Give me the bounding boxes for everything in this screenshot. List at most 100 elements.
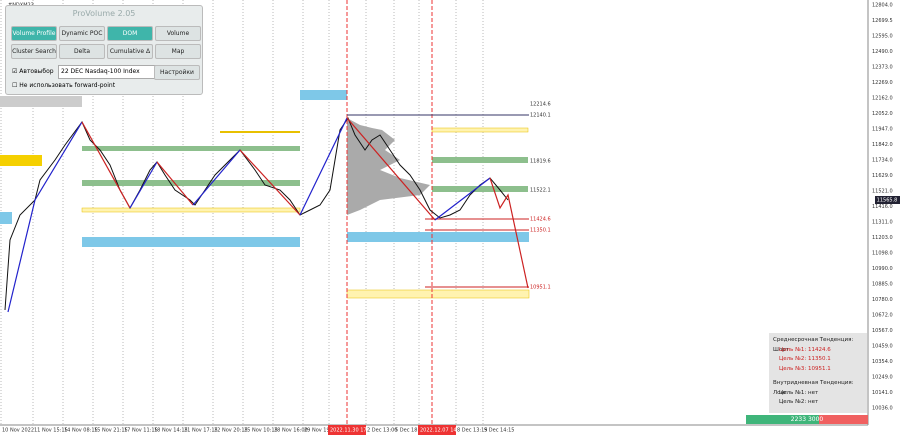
time-label: 2022.11.30 17:00 (330, 428, 375, 434)
label: 22 DEC Nasdaq-100 Index (61, 68, 140, 75)
zone (82, 180, 300, 186)
info-line: Цель №1: нет (779, 389, 819, 396)
price-label: 11521.0 (872, 189, 893, 195)
price-label: 11734.0 (872, 158, 893, 164)
panel-button[interactable]: Volume (155, 26, 201, 41)
info-box: Среднесрочная Тенденция: Шорт Цель №1: 11… (769, 333, 867, 413)
time-label: 15 Nov 21:15 (94, 428, 128, 434)
price-label: 10885.0 (872, 282, 893, 288)
panel-button[interactable]: Cluster Search (11, 44, 57, 59)
zone (0, 155, 42, 166)
time-label: 29 Nov 19:00 (304, 428, 338, 434)
info-line: Цель №2: нет (779, 399, 819, 405)
zone (220, 131, 300, 133)
level-label: 11350.1 (530, 228, 551, 234)
price-label: 10459.0 (872, 344, 893, 350)
price-label: 11311.0 (872, 220, 893, 226)
panel-button[interactable]: Dynamic POC (59, 26, 105, 41)
time-highlight (418, 425, 456, 435)
time-label: 8 Dec 13:15 (457, 428, 487, 434)
price-label: 12595.0 (872, 34, 893, 40)
panel-button[interactable]: Map (155, 44, 201, 59)
price-label: 10780.0 (872, 297, 893, 303)
panel-button[interactable]: Delta (59, 44, 105, 59)
panel-button[interactable]: Cumulative Δ (107, 44, 153, 59)
info-line: Цель №3: 10951.1 (779, 365, 831, 372)
info-line: Цель №2: 11350.1 (779, 356, 831, 362)
time-label: 17 Nov 11:15 (124, 428, 158, 434)
time-label: 9 Dec 14:15 (484, 428, 514, 434)
price-label: 10141.0 (872, 390, 893, 396)
zone (346, 289, 530, 299)
zigzag (489, 177, 529, 289)
panel-button[interactable]: Volume Profile (11, 26, 57, 41)
price-label: 11098.0 (872, 251, 893, 257)
price-label: 10990.0 (872, 266, 893, 272)
price-label: 11416.0 (872, 204, 893, 210)
time-label: 10 Nov 2022 (2, 428, 34, 434)
time-label: 11 Nov 15:15 (34, 428, 68, 434)
price-label: 10567.0 (872, 328, 893, 334)
price-label: 12699.5 (872, 18, 893, 24)
price-label: 12052.0 (872, 111, 893, 117)
zigzag (156, 161, 194, 206)
label: Автовыбор (19, 68, 54, 75)
zone (431, 127, 529, 133)
provolume-panel: ProVolume 2.05 Volume Profile Dynamic POC… (5, 5, 203, 95)
level-label: 12140.1 (530, 113, 551, 119)
price-label: 10672.0 (872, 313, 893, 319)
level-label: 12214.6 (530, 102, 551, 108)
price-label: 11203.0 (872, 235, 893, 241)
settings-button[interactable]: Настройки (154, 65, 200, 80)
price-label: 10036.0 (872, 406, 893, 412)
price-axis (868, 0, 900, 435)
price-label: 10249.0 (872, 375, 893, 381)
price-label: 11629.0 (872, 173, 893, 179)
time-highlight (328, 425, 366, 435)
zigzag (192, 149, 241, 206)
price-label: 12162.0 (872, 96, 893, 102)
level-label: 11819.6 (530, 159, 551, 165)
zone (347, 232, 529, 242)
zigzag (239, 149, 301, 216)
price-label: 12269.0 (872, 80, 893, 86)
price-label: 10354.0 (872, 359, 893, 365)
auto-checkbox[interactable]: ☑ Автовыбор (12, 68, 54, 75)
time-label: 14 Nov 08:15 (64, 428, 98, 434)
price-label: 12373.0 (872, 65, 893, 71)
zone (0, 212, 12, 224)
zone (81, 207, 301, 213)
time-label: 21 Nov 17:15 (184, 428, 218, 434)
time-label: 5 Dec 18:00 (395, 428, 425, 434)
zigzag (434, 177, 491, 221)
price-label: 11842.0 (872, 142, 893, 148)
info-line: Среднесрочная Тенденция: Шорт (773, 337, 854, 353)
footer-bar: 2233 3000 (746, 415, 868, 424)
info-line: Внутридневная Тенденция: Лонг (773, 380, 854, 396)
price-label: 12804.0 (872, 3, 893, 9)
price-label: 12490.0 (872, 49, 893, 55)
info-line: Цель №1: 11424.6 (779, 346, 831, 353)
zone (0, 96, 82, 107)
level-label: 10951.1 (530, 285, 551, 291)
zone (82, 237, 300, 247)
zigzag (346, 117, 436, 221)
price-label: 11947.0 (872, 127, 893, 133)
forward-checkbox[interactable]: ☐ Не использовать forward-point (12, 82, 116, 89)
zone (432, 186, 528, 192)
zigzag (299, 117, 348, 216)
zigzag (129, 161, 158, 209)
label: Не использовать forward-point (19, 82, 116, 89)
zone (300, 90, 347, 100)
time-label: 2022.12.07 14:30 (420, 428, 465, 434)
time-label: 22 Nov 20:15 (214, 428, 248, 434)
instrument-select[interactable]: 22 DEC Nasdaq-100 Index (58, 65, 156, 79)
panel-button[interactable]: DOM (107, 26, 153, 41)
zigzag (7, 121, 83, 313)
panel-title: ProVolume 2.05 (72, 9, 136, 18)
current-price: 11565.8 (877, 198, 898, 204)
zigzag (81, 121, 131, 209)
time-label: 28 Nov 16:00 (274, 428, 308, 434)
